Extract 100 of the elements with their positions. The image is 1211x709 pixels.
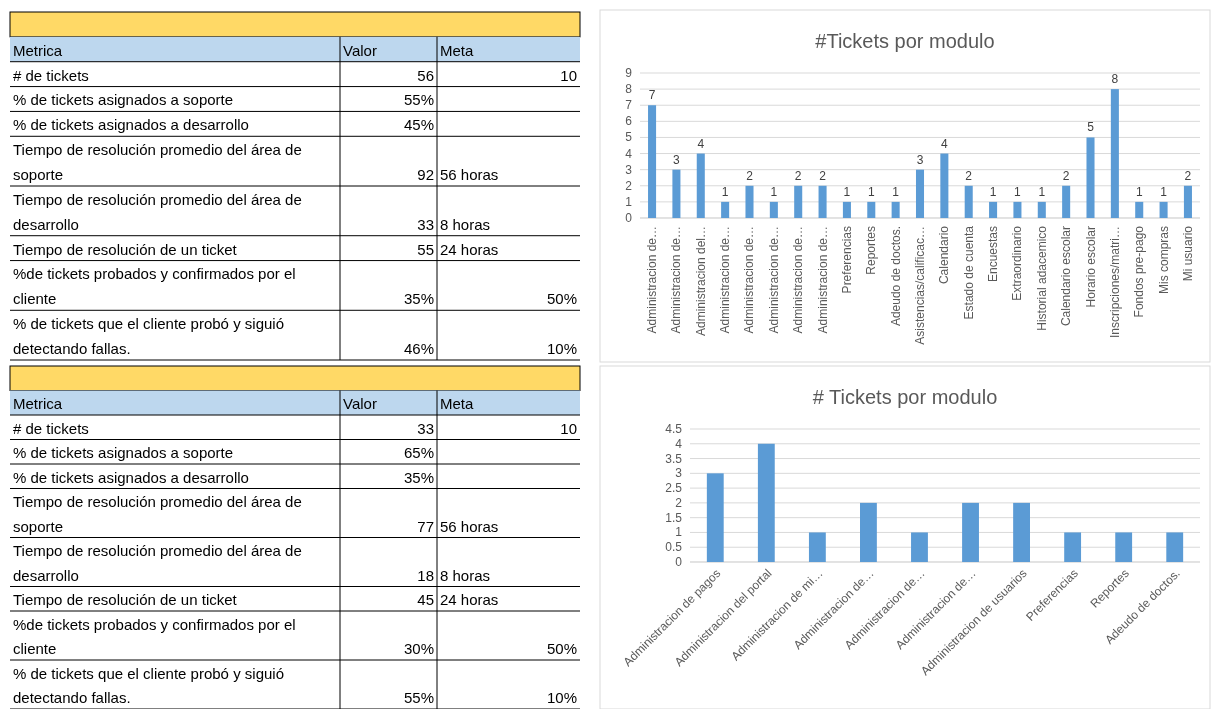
bar — [1013, 502, 1030, 562]
data-label: 1 — [770, 184, 778, 199]
data-label: 2 — [1184, 168, 1192, 183]
data-label: 7 — [648, 88, 656, 103]
x-tick-label: Administracion de… — [669, 226, 684, 334]
data-label: 2 — [965, 168, 973, 183]
x-tick-label: Reportes — [864, 226, 879, 275]
bar — [672, 169, 681, 218]
x-tick-label: Calendario escolar — [1059, 226, 1074, 327]
data-label: 2 — [1062, 168, 1070, 183]
bar — [706, 473, 724, 562]
text: # de tickets — [13, 419, 89, 437]
bar — [1062, 185, 1071, 218]
x-tick-label: Encuestas — [986, 226, 1001, 283]
data-label: 3 — [916, 152, 924, 167]
bar — [1135, 201, 1144, 218]
text: Tiempo de resolución promedio del área de desarrollo — [13, 542, 302, 584]
text: 10% — [546, 689, 577, 706]
x-tick-label: Administracion de… — [791, 226, 806, 334]
text: 56 horas — [440, 166, 499, 183]
text: 92 — [417, 166, 434, 183]
data-label: 1 — [989, 184, 997, 199]
text: 65% — [403, 444, 434, 461]
y-tick-label: 3.5 — [665, 451, 683, 466]
y-tick-label: 5 — [625, 130, 633, 145]
text: 55 — [417, 240, 434, 258]
chart-title: #Tickets por modulo — [815, 30, 995, 52]
bar — [745, 185, 754, 218]
x-tick-label: Preferencias — [839, 226, 854, 294]
y-tick-label: 1 — [675, 525, 683, 540]
category-label: Metrica — [13, 41, 63, 59]
category-label: Meta — [440, 41, 474, 59]
text: 56 horas — [440, 517, 499, 535]
data-label: 1 — [892, 184, 900, 199]
text: Tiempo de resolución promedio del área de soporte — [13, 141, 302, 183]
y-tick-label: 0 — [625, 211, 633, 225]
text: 10% — [546, 340, 577, 357]
x-tick-label: Administracion de… — [718, 226, 733, 334]
text: %de tickets probados y confirmados por el cliente — [13, 265, 296, 308]
y-tick-label: 1 — [625, 194, 633, 209]
bar — [794, 185, 803, 218]
x-tick-label: Extraordinario — [1010, 225, 1025, 301]
text: 35% — [403, 468, 434, 486]
text: 24 horas — [440, 591, 499, 608]
bar — [962, 502, 979, 562]
bar — [1115, 532, 1133, 562]
text: 50% — [546, 290, 577, 308]
x-tick-label: Mi usuario — [1180, 225, 1195, 282]
bar — [1037, 201, 1046, 218]
bar — [891, 201, 900, 218]
data-label: 8 — [1111, 72, 1119, 87]
y-tick-label: 1.5 — [665, 510, 683, 525]
x-tick-label: Historial adacemico — [1034, 225, 1049, 331]
text: 46% — [403, 340, 434, 357]
text: 50% — [546, 640, 577, 657]
y-tick-label: 2.5 — [665, 481, 683, 496]
bar — [1110, 89, 1119, 218]
y-tick-label: 2 — [625, 178, 633, 193]
text: Tiempo de resolución de un ticket — [13, 240, 237, 258]
text: %de tickets probados y confirmados por el cliente — [13, 615, 296, 657]
text: 77 — [417, 517, 434, 535]
text: Tiempo de resolución promedio del área de soporte — [13, 493, 302, 535]
y-tick-label: 0.5 — [665, 540, 683, 555]
bar — [696, 153, 705, 218]
bar — [721, 201, 730, 218]
bar — [915, 169, 925, 218]
data-label: 1 — [843, 184, 851, 199]
x-tick-label: Calendario — [937, 225, 952, 285]
text: 45 — [417, 591, 434, 608]
data-label: 2 — [746, 168, 754, 183]
text: 24 horas — [440, 240, 499, 258]
data-label: 1 — [867, 184, 875, 199]
text: 18 — [417, 566, 434, 584]
data-label: 2 — [794, 168, 802, 183]
text: 55% — [403, 689, 434, 706]
text: % de tickets asignados a soporte — [13, 91, 234, 109]
text: 10 — [560, 66, 577, 84]
text: 56 — [417, 66, 434, 84]
category-label: Valor — [343, 41, 377, 59]
text: 33 — [417, 419, 434, 437]
bar — [648, 105, 657, 218]
data-label: 1 — [1135, 184, 1143, 199]
bar — [867, 201, 876, 218]
y-tick-label: 3 — [675, 466, 683, 481]
bar — [818, 185, 827, 218]
y-tick-label: 3 — [625, 162, 633, 177]
category-label: Valor — [343, 395, 377, 412]
bar — [964, 185, 973, 218]
x-tick-label: Administracion de… — [815, 226, 830, 334]
x-tick-label: Horario escolar — [1083, 226, 1098, 308]
data-label: 1 — [1014, 184, 1022, 199]
bar — [1013, 201, 1022, 218]
text: 30% — [403, 640, 434, 657]
bar — [989, 201, 998, 218]
bar — [911, 532, 928, 562]
text: 45% — [403, 116, 434, 134]
bar — [1166, 532, 1184, 562]
y-tick-label: 6 — [625, 114, 633, 129]
data-label: 4 — [697, 136, 705, 151]
bar — [842, 201, 851, 218]
